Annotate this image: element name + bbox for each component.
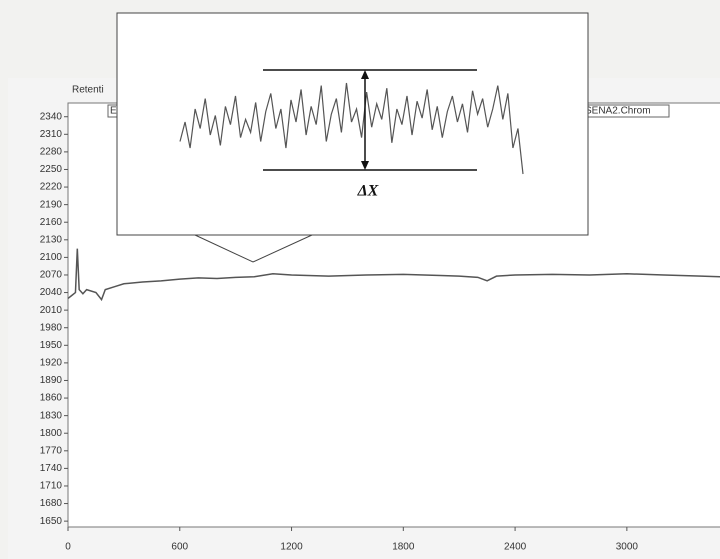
y-tick-label: 2010 [40,305,63,316]
y-tick-label: 1770 [40,445,63,456]
y-tick-label: 2070 [40,270,63,281]
y-tick-label: 1800 [40,428,63,439]
x-tick-label: 1200 [280,542,303,553]
series-label: Retenti [72,85,104,96]
y-tick-label: 2220 [40,182,63,193]
y-tick-label: 1710 [40,481,63,492]
inset-box [116,12,589,236]
x-tick-label: 3000 [616,542,639,553]
y-tick-label: 1890 [40,375,63,386]
x-tick-label: 0 [65,542,71,553]
y-tick-label: 1740 [40,463,63,474]
y-tick-label: 1680 [40,498,63,509]
main-chart: 1650 1680 1710 1740 1770 1800 1830 1860 1890 1920… [40,111,720,553]
tag: SENA2.Chrom [585,106,651,117]
y-tick-label: 1980 [40,322,63,333]
x-tick-label: 600 [171,542,188,553]
y-tick-label: 2130 [40,234,63,245]
y-tick-label: 2100 [40,252,63,263]
inset-chart [179,82,524,175]
y-tick-label: 1950 [40,340,63,351]
y-tick-label: 1650 [40,516,63,527]
y-tick-label: 2280 [40,147,63,158]
y-tick-label: 1830 [40,410,63,421]
y-tick-label: 1920 [40,358,63,369]
arrow-head [361,70,369,79]
annotation: ΔX [357,183,379,200]
y-tick-label: 2340 [40,111,63,122]
callout-pointer [194,234,313,263]
y-tick-label: 2190 [40,199,63,210]
y-tick-label: 2040 [40,287,63,298]
tag: E [110,106,117,117]
y-tick-label: 2310 [40,129,63,140]
noise-line [179,82,524,175]
y-tick-label: 2250 [40,164,63,175]
x-tick-label: 2400 [504,542,527,553]
arrow-head [361,161,369,170]
y-tick-label: 1860 [40,393,63,404]
x-tick-label: 1800 [392,542,415,553]
y-tick-label: 2160 [40,217,63,228]
data-line [67,248,720,302]
